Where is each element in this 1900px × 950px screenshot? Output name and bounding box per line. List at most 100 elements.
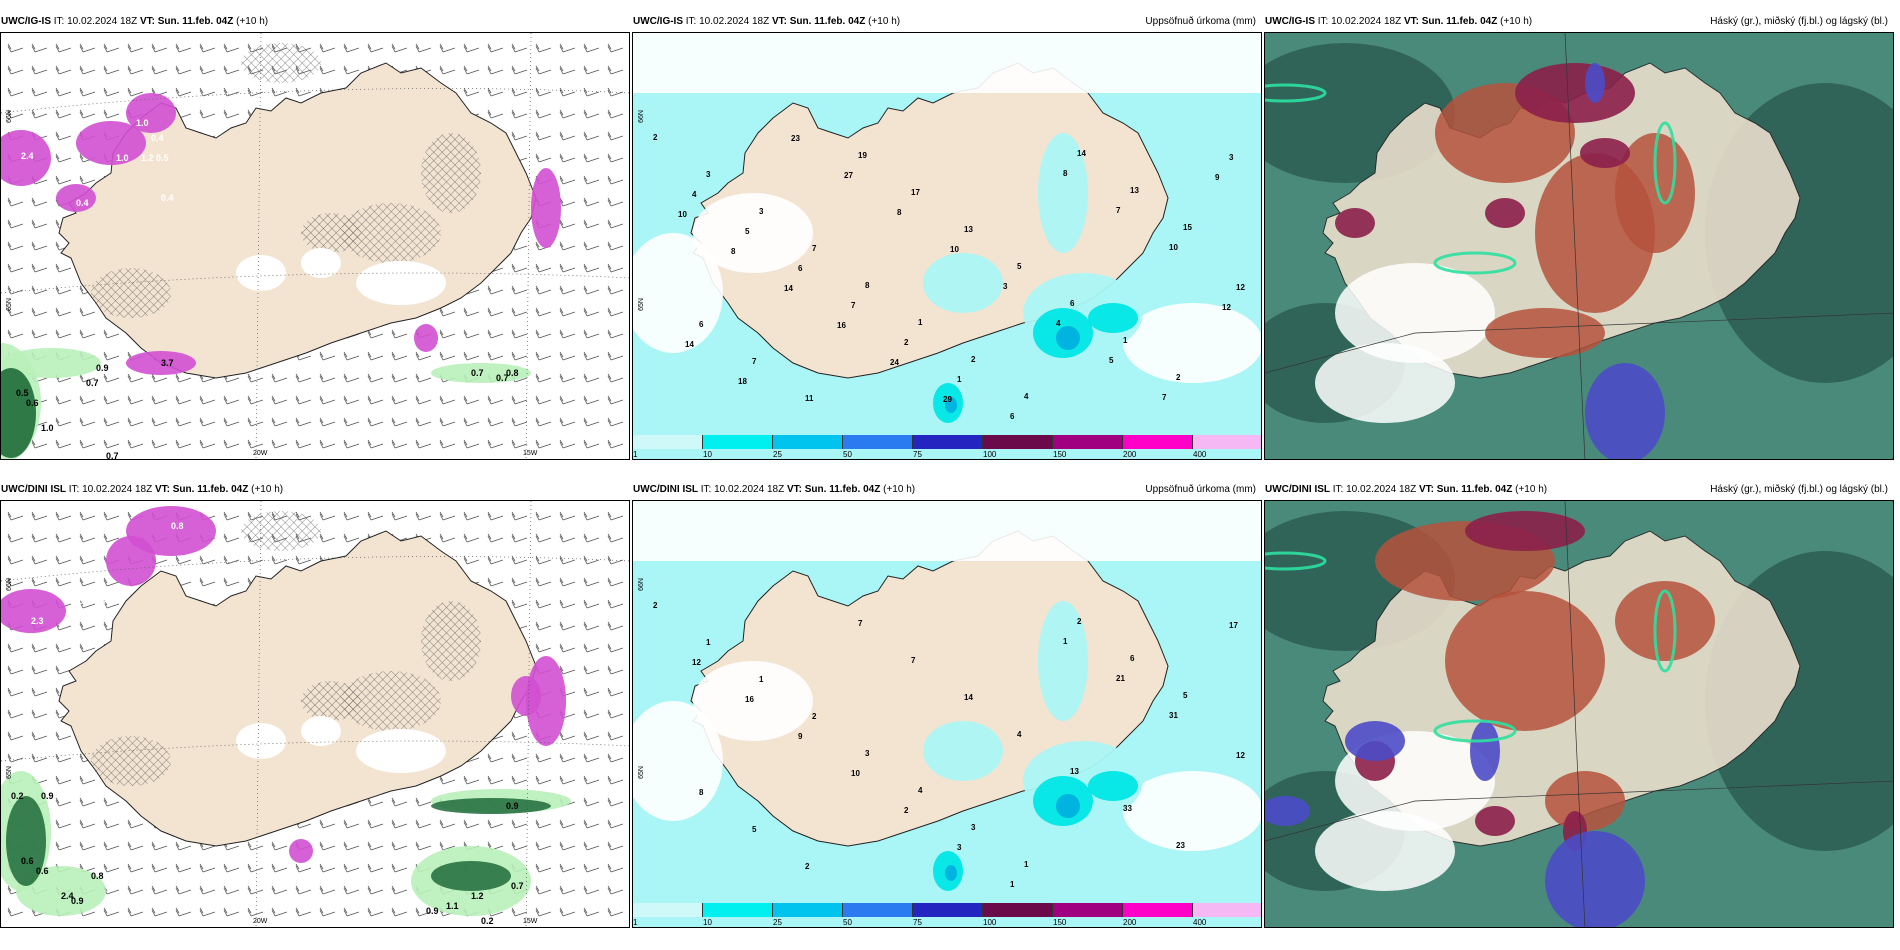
wind-barb: [319, 351, 336, 361]
clear-sky-area: [1335, 263, 1495, 363]
wind-barb: [223, 863, 240, 873]
wind-barb: [247, 863, 264, 873]
wind-barb: [583, 219, 600, 229]
wind-barb: [199, 863, 216, 873]
wind-barb: [535, 351, 552, 361]
wind-barb: [7, 241, 24, 251]
wind-barb: [271, 417, 288, 427]
wind-barb: [127, 907, 144, 917]
wind-barb: [223, 109, 240, 119]
wind-barb: [559, 577, 576, 587]
latitude-label: 66N: [5, 578, 13, 591]
wind-barb: [55, 753, 72, 763]
wind-barb: [247, 417, 264, 427]
wind-barb: [79, 555, 96, 565]
wind-barb: [31, 511, 48, 521]
wind-barb: [391, 43, 408, 53]
wind-barb: [31, 577, 48, 587]
wind-barb: [319, 395, 336, 405]
wind-barb: [559, 87, 576, 97]
precip-value-label: 0.2: [481, 916, 494, 926]
colorbar-segment: [1193, 435, 1261, 449]
wind-barb: [391, 819, 408, 829]
wind-barb: [103, 417, 120, 427]
header-it-prefix: IT:: [53, 16, 65, 27]
wind-barb: [535, 819, 552, 829]
header-it-prefix: IT:: [685, 16, 697, 27]
precip-value-label: 0.4: [151, 133, 164, 143]
precip-value-label: 2.3: [31, 616, 44, 626]
wind-barb: [439, 395, 456, 405]
mid-high-cloud-area: [1515, 63, 1635, 123]
wind-barb: [607, 731, 624, 741]
wind-barb: [127, 819, 144, 829]
wind-barb: [607, 329, 624, 339]
wind-barb: [319, 373, 336, 383]
wind-barb: [463, 775, 480, 785]
high-cloud-area: [1485, 308, 1605, 358]
cloud-cover-map: [1264, 500, 1894, 928]
precip-amount-label: 2: [653, 133, 658, 142]
wind-barb: [79, 643, 96, 653]
wind-barb: [55, 307, 72, 317]
wind-barb: [7, 329, 24, 339]
longitude-line: [255, 33, 262, 459]
header-lead: (+10 h): [251, 484, 284, 495]
wind-barb: [79, 533, 96, 543]
wind-barb: [31, 197, 48, 207]
hatched-area: [241, 43, 321, 83]
precip-area: [289, 839, 313, 863]
wind-barb: [391, 329, 408, 339]
wind-barb: [7, 219, 24, 229]
wind-barb: [607, 621, 624, 631]
precip-amount-label: 2: [1077, 617, 1082, 626]
wind-barb: [319, 885, 336, 895]
grid-line: [1564, 33, 1586, 459]
colorbar-tick-label: 75: [913, 450, 922, 459]
wind-barb: [31, 731, 48, 741]
wind-barb: [343, 819, 360, 829]
precip-amount-label: 8: [1063, 169, 1068, 178]
wind-barb: [559, 65, 576, 75]
wind-barb: [79, 329, 96, 339]
snow-free-patch: [236, 723, 286, 759]
forecast-panel: UWC/DINI ISL IT: 10.02.2024 18Z VT: Sun.…: [632, 480, 1262, 928]
header-it-prefix: IT:: [1332, 484, 1344, 495]
wind-barb: [607, 643, 624, 653]
precip-value-label: 1.0: [116, 153, 129, 163]
panel-header: UWC/IG-IS IT: 10.02.2024 18Z VT: Sun. 11…: [0, 12, 630, 32]
precip-amount-label: 8: [865, 281, 870, 290]
wind-barb: [223, 577, 240, 587]
wind-barb: [583, 885, 600, 895]
wind-barb: [295, 395, 312, 405]
precip-value-label: 0.7: [511, 881, 524, 891]
wind-barb: [583, 709, 600, 719]
wind-barb: [175, 373, 192, 383]
wind-barb: [319, 439, 336, 449]
wind-barb: [463, 439, 480, 449]
colorbar-segment: [843, 903, 913, 917]
precip-area: [531, 168, 561, 248]
wind-barb: [511, 263, 528, 273]
wind-precip-map: 0.8 0.8 0.5 0.3 2.3 0.5 0.5 0.2 0.9 0.6 0.6 0.9 0.2 0…: [0, 500, 630, 928]
wind-barb: [559, 417, 576, 427]
wind-barb: [583, 87, 600, 97]
colorbar-tick-label: 1: [633, 918, 638, 927]
wind-barb: [535, 109, 552, 119]
colorbar-tick-label: 75: [913, 918, 922, 927]
wind-barb: [487, 43, 504, 53]
panel-header: UWC/DINI ISL IT: 10.02.2024 18Z VT: Sun.…: [0, 480, 630, 500]
header-vt-prefix: VT:: [771, 16, 787, 27]
wind-barb: [79, 87, 96, 97]
wind-barb: [487, 511, 504, 521]
wind-barb: [55, 665, 72, 675]
wind-barb: [247, 885, 264, 895]
high-cloud-area: [1615, 581, 1715, 661]
precip-colorbar: 1 10 25 50 75 100 150 200 400: [633, 433, 1261, 459]
precip-value-label: 0.9: [71, 896, 84, 906]
panel-title: Háský (gr.), miðský (fj.bl.) og lágský (…: [1710, 16, 1888, 27]
wind-barb: [607, 285, 624, 295]
precip-value-label: 0.8: [506, 368, 519, 378]
wind-barb: [511, 417, 528, 427]
wind-barb: [55, 263, 72, 273]
